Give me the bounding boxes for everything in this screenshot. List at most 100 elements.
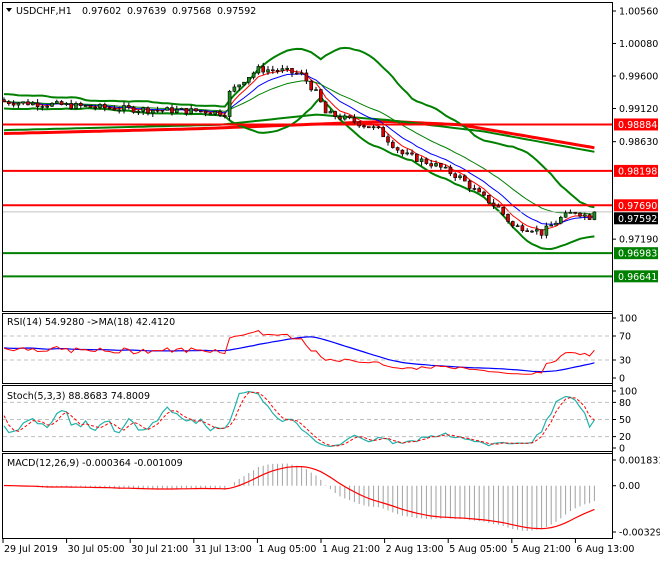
candle	[314, 86, 318, 91]
candle-body	[395, 147, 400, 151]
candle	[93, 104, 97, 111]
candle	[510, 220, 515, 229]
high-value: 0.97639	[127, 6, 166, 17]
candle	[573, 211, 578, 215]
candle	[520, 223, 525, 233]
candle-body	[357, 121, 362, 127]
candle-body	[21, 101, 26, 104]
candle-body	[270, 69, 275, 72]
candle	[496, 203, 501, 208]
candle-body	[175, 109, 179, 113]
time-tick-label: 2 Aug 13:00	[386, 544, 444, 555]
candle-body	[568, 212, 573, 214]
candle	[405, 149, 410, 156]
candle-body	[199, 110, 203, 113]
candle	[2, 97, 6, 103]
candle-body	[151, 109, 155, 114]
candle	[40, 104, 45, 111]
candle-body	[429, 163, 434, 167]
candle	[342, 113, 347, 121]
candle-body	[410, 152, 414, 155]
candle-body	[35, 102, 40, 107]
level-price-tag	[614, 270, 658, 283]
candle-body	[472, 188, 477, 190]
level-price-label: 0.97690	[618, 201, 657, 212]
candle	[266, 66, 270, 75]
time-tick-label: 29 Jul 2019	[4, 544, 58, 555]
rsi-axis-label: 70	[619, 332, 631, 343]
macd-signal-line	[3, 466, 595, 530]
candle-body	[98, 104, 102, 109]
candle-body	[160, 109, 165, 112]
level-price-label: 0.98884	[618, 120, 657, 131]
candle	[357, 121, 362, 128]
candle-body	[64, 103, 69, 106]
candle	[424, 157, 429, 165]
candle-body	[342, 115, 347, 120]
candle-body	[223, 115, 227, 117]
candle	[136, 109, 141, 116]
candle	[30, 100, 35, 106]
current-price-label: 0.97592	[618, 214, 657, 225]
candle	[232, 84, 237, 93]
time-tick-label: 5 Aug 05:00	[449, 544, 507, 555]
candle	[381, 125, 386, 138]
candle	[107, 106, 112, 110]
candle	[213, 111, 217, 116]
candle	[189, 105, 193, 115]
candle	[563, 210, 568, 218]
candle	[491, 199, 496, 209]
chart-header: USDCHF,H1 0.97602 0.97639 0.97568 0.9759…	[6, 6, 256, 17]
time-tick-label: 31 Jul 13:00	[195, 544, 252, 555]
rsi-panel[interactable]	[2, 313, 613, 384]
ma-long-green-line	[3, 113, 595, 153]
candle	[112, 105, 117, 111]
candle	[227, 89, 232, 121]
dropdown-triangle-icon[interactable]	[6, 8, 12, 12]
price-plot	[2, 46, 612, 278]
candle-body	[414, 153, 419, 162]
candle	[410, 149, 414, 156]
candle	[390, 139, 395, 149]
candle-body	[179, 108, 184, 110]
time-tick-label: 5 Aug 21:00	[513, 544, 571, 555]
level-price-label: 0.96983	[618, 249, 657, 260]
candle-body	[448, 166, 453, 175]
candle-body	[242, 81, 246, 86]
time-tick-label: 1 Aug 05:00	[258, 544, 316, 555]
candle	[127, 102, 131, 110]
candle	[568, 209, 573, 214]
candle-body	[525, 230, 530, 232]
candle-body	[333, 111, 338, 117]
candle-body	[467, 180, 472, 189]
rsi-axis-label: 100	[619, 314, 637, 325]
bollinger-upper-band	[3, 46, 595, 209]
candle-body	[203, 110, 208, 114]
ema-slow-line	[3, 80, 595, 215]
candle	[218, 109, 222, 118]
candle-body	[275, 70, 280, 72]
candle-body	[578, 212, 582, 217]
candle-body	[2, 99, 6, 103]
candle-body	[491, 202, 496, 206]
candle-body	[486, 194, 491, 204]
candle	[103, 102, 107, 112]
candle-body	[400, 149, 405, 155]
stoch-signal-line	[3, 391, 595, 447]
price-tick-label: 1.00560	[619, 7, 658, 18]
candle	[21, 101, 26, 106]
candle-body	[26, 101, 30, 106]
candle-body	[347, 115, 352, 119]
main-panel[interactable]	[2, 2, 613, 312]
candle-body	[462, 175, 467, 182]
candle	[294, 70, 299, 75]
rsi-title: RSI(14) 54.9280 ->MA(18) 42.4120	[7, 317, 175, 328]
candle	[578, 212, 582, 219]
candle	[45, 104, 50, 109]
candle-body	[482, 191, 486, 196]
candle-body	[563, 212, 568, 218]
stoch-panel[interactable]	[2, 385, 613, 452]
candle-body	[573, 212, 578, 214]
candle	[371, 124, 376, 131]
